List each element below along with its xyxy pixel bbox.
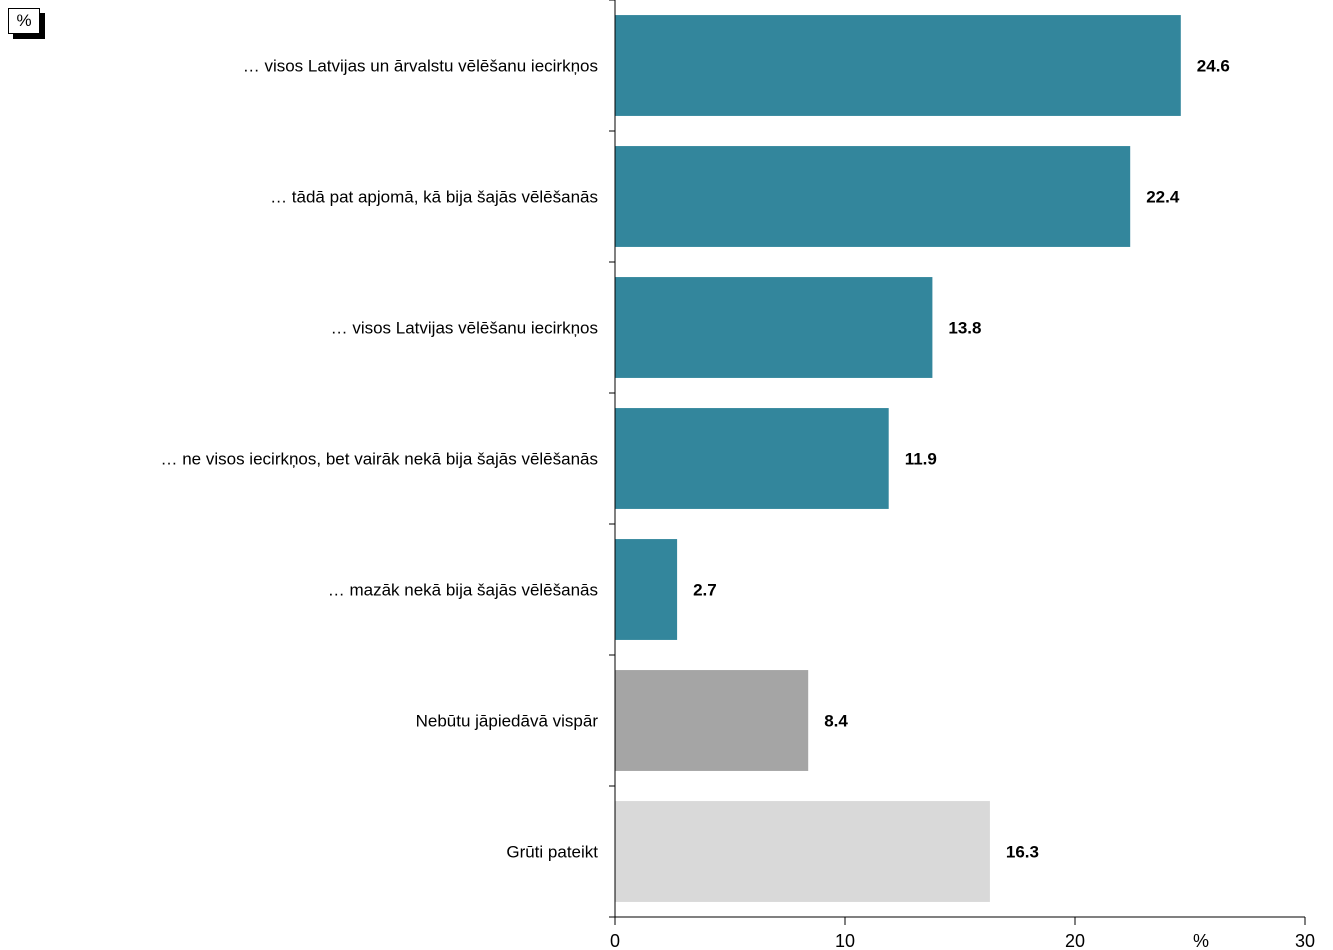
bar	[615, 801, 990, 902]
bar	[615, 408, 889, 509]
bar	[615, 15, 1181, 116]
value-label: 13.8	[948, 319, 981, 338]
value-label: 8.4	[824, 712, 848, 731]
value-label: 16.3	[1006, 843, 1039, 862]
bar	[615, 670, 809, 771]
value-label: 24.6	[1197, 57, 1230, 76]
x-tick-label: 10	[835, 931, 855, 950]
bar	[615, 539, 678, 640]
axes-layer: 0 10 20 30%	[609, 0, 1315, 950]
x-tick-label: 0	[610, 931, 620, 950]
unit-label-box: %	[8, 8, 40, 34]
value-label: 22.4	[1146, 188, 1180, 207]
value-label: 2.7	[693, 581, 717, 600]
category-label: … ne visos iecirkņos, bet vairāk nekā bi…	[161, 450, 599, 469]
x-axis-unit-label: %	[1193, 931, 1209, 950]
x-tick-label: 30	[1295, 931, 1315, 950]
category-label: Nebūtu jāpiedāvā vispār	[416, 712, 599, 731]
category-label: Grūti pateikt	[506, 843, 598, 862]
value-label: 11.9	[905, 450, 937, 469]
category-label: … visos Latvijas un ārvalstu vēlēšanu ie…	[243, 57, 598, 76]
bars-layer	[615, 15, 1181, 902]
category-label: … tādā pat apjomā, kā bija šajās vēlēšan…	[270, 188, 598, 207]
category-label: … visos Latvijas vēlēšanu iecirkņos	[331, 319, 598, 338]
bar	[615, 277, 933, 378]
bar	[615, 146, 1131, 247]
labels-layer: … visos Latvijas un ārvalstu vēlēšanu ie…	[161, 57, 1230, 862]
x-tick-label: 20	[1065, 931, 1085, 950]
category-label: … mazāk nekā bija šajās vēlēšanās	[328, 581, 598, 600]
